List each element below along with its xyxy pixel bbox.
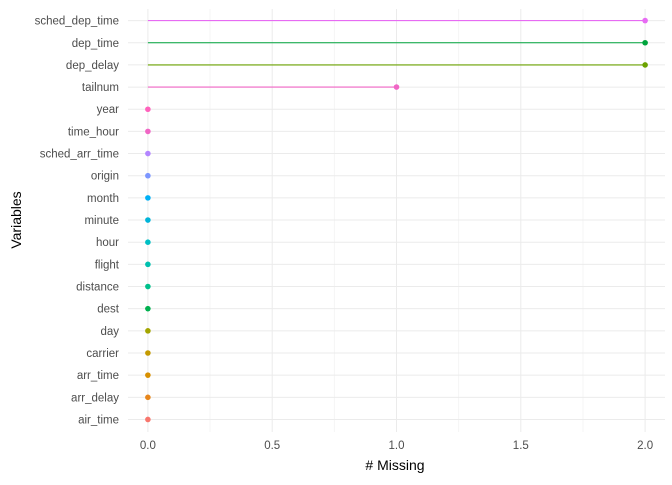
lollipop-point [145,217,151,223]
x-tick-labels: 0.0 0.5 1.0 1.5 2.0 [140,440,653,452]
lollipop-point [393,84,400,90]
lollipop-point [145,239,151,245]
lollipop-point [145,328,151,334]
x-axis-title: # Missing [365,457,424,473]
y-tick-label: sched_dep_time [35,16,119,28]
y-tick-label: month [87,193,119,205]
y-tick-label: day [100,326,119,338]
lollipop-point [145,416,151,423]
y-tick-label: tailnum [82,82,119,94]
y-tick-label: minute [84,215,119,227]
x-tick-label: 0.5 [264,440,280,452]
lollipop-point [145,150,151,157]
x-tick-label: 2.0 [637,440,653,452]
lollipop-point [145,283,151,290]
y-tick-label: year [97,104,120,116]
grid [128,9,665,432]
lollipop-point [642,62,648,68]
y-tick-label: sched_arr_time [40,149,119,161]
x-tick-label: 1.5 [513,440,529,452]
lollipop-point [145,305,151,312]
x-tick-label: 0.0 [140,440,156,452]
y-tick-label: air_time [78,414,119,426]
lollipop-point [642,39,648,46]
x-tick-label: 1.0 [389,440,405,452]
y-tick-label: origin [91,171,119,183]
lollipop-point [642,17,648,24]
lollipop-point [145,394,151,401]
lollipop-point [145,172,151,179]
lollipop-point [145,261,151,268]
data-marks [145,17,648,423]
y-tick-label: arr_time [77,370,119,382]
y-tick-label: hour [96,237,119,249]
y-tick-label: time_hour [68,126,119,138]
y-tick-label: dest [97,304,120,316]
y-tick-label: dep_time [72,38,119,50]
y-tick-label: dep_delay [66,60,119,72]
lollipop-point [145,372,151,378]
lollipop-point [145,350,151,356]
y-tick-label: arr_delay [71,392,119,404]
y-axis-title: Variables [8,191,24,248]
lollipop-point [145,128,151,135]
y-tick-label: distance [76,282,119,294]
lollipop-point [145,195,151,201]
y-tick-label: flight [95,259,120,271]
y-tick-label: carrier [86,348,119,360]
lollipop-point [145,106,151,113]
